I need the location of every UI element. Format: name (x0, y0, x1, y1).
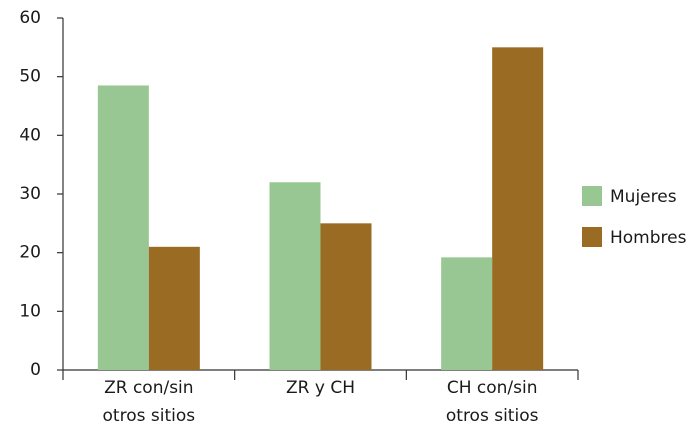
bar (441, 257, 493, 370)
bar (269, 182, 321, 370)
y-tick-label: 30 (19, 184, 41, 204)
legend-label: Hombres (610, 228, 687, 248)
legend-label: Mujeres (610, 187, 677, 207)
legend-swatch (582, 227, 602, 247)
y-tick-label: 40 (19, 125, 41, 145)
y-tick-label: 60 (19, 8, 41, 28)
y-tick-label: 10 (19, 301, 41, 321)
x-tick-label: ZR y CH (286, 378, 355, 398)
bar (97, 85, 149, 370)
bar (320, 223, 372, 370)
y-tick-label: 0 (30, 360, 41, 380)
legend-swatch (582, 186, 602, 206)
bar (492, 47, 544, 370)
y-tick-label: 50 (19, 67, 41, 87)
bar (148, 246, 200, 370)
x-tick-label: ZR con/sin otros sitios (103, 378, 196, 426)
x-tick-label: CH con/sin otros sitios (446, 378, 539, 426)
y-tick-label: 20 (19, 243, 41, 263)
